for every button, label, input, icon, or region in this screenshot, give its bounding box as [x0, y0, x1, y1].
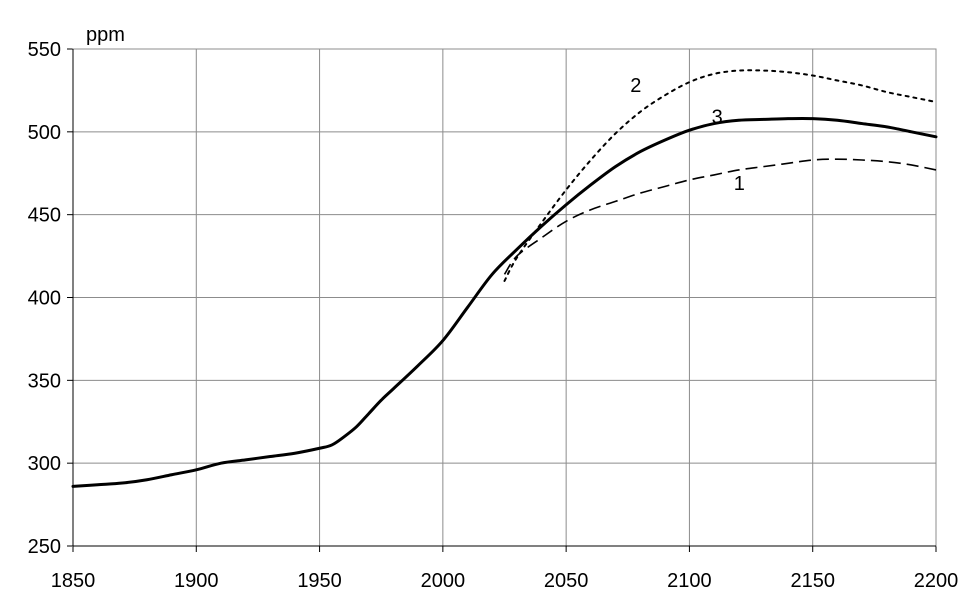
- series-line-1-dashed: [503, 158, 937, 275]
- y-tick-label: 350: [28, 370, 61, 392]
- y-axis-unit-label: ppm: [86, 24, 125, 46]
- series: [71, 69, 938, 488]
- series-annotation-label: 2: [630, 75, 641, 97]
- y-tick-label: 550: [28, 39, 61, 61]
- series-line-3-solid: [71, 116, 938, 488]
- x-tick-label: 2100: [667, 570, 712, 592]
- y-tick-label: 450: [28, 205, 61, 227]
- x-tick-label: 1900: [174, 570, 219, 592]
- x-tick-label: 1850: [51, 570, 96, 592]
- x-tick-label: 2000: [421, 570, 466, 592]
- x-tick-label: 2150: [790, 570, 835, 592]
- x-tick-label: 2050: [544, 570, 589, 592]
- tick-labels: 250 300 350 400 450 500 550 1850 1900 1950 2000 205…: [28, 39, 959, 592]
- grid: [72, 48, 937, 547]
- series-annotation-label: 1: [734, 173, 745, 195]
- y-tick-label: 400: [28, 288, 61, 310]
- series-line-2-dotted: [503, 69, 937, 282]
- series-annotation-label: 3: [712, 107, 723, 129]
- y-tick-label: 500: [28, 122, 61, 144]
- y-tick-label: 250: [28, 536, 61, 558]
- x-tick-label: 1950: [297, 570, 342, 592]
- x-tick-label: 2200: [914, 570, 959, 592]
- annotations: 2 3 1: [630, 75, 745, 195]
- axes: [67, 48, 937, 552]
- y-tick-label: 300: [28, 453, 61, 475]
